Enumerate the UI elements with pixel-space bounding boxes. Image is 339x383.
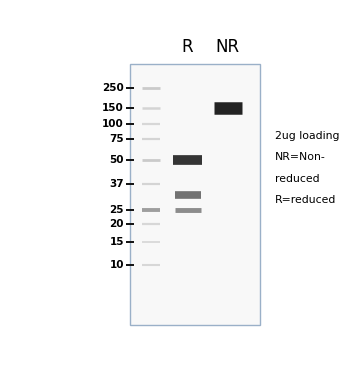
Text: 150: 150 — [102, 103, 124, 113]
Text: 25: 25 — [109, 205, 124, 215]
Text: 37: 37 — [109, 179, 124, 189]
Bar — [131, 64, 260, 325]
Text: 2ug loading: 2ug loading — [275, 131, 339, 141]
Text: reduced: reduced — [275, 173, 320, 184]
Text: NR=Non-: NR=Non- — [275, 152, 326, 162]
Text: NR: NR — [216, 38, 240, 56]
Text: R: R — [182, 38, 194, 56]
Text: 15: 15 — [109, 237, 124, 247]
Text: 100: 100 — [102, 119, 124, 129]
Text: 20: 20 — [109, 219, 124, 229]
Text: 75: 75 — [109, 134, 124, 144]
Text: 50: 50 — [109, 155, 124, 165]
Text: 10: 10 — [109, 260, 124, 270]
Text: R=reduced: R=reduced — [275, 195, 336, 205]
Text: 250: 250 — [102, 83, 124, 93]
